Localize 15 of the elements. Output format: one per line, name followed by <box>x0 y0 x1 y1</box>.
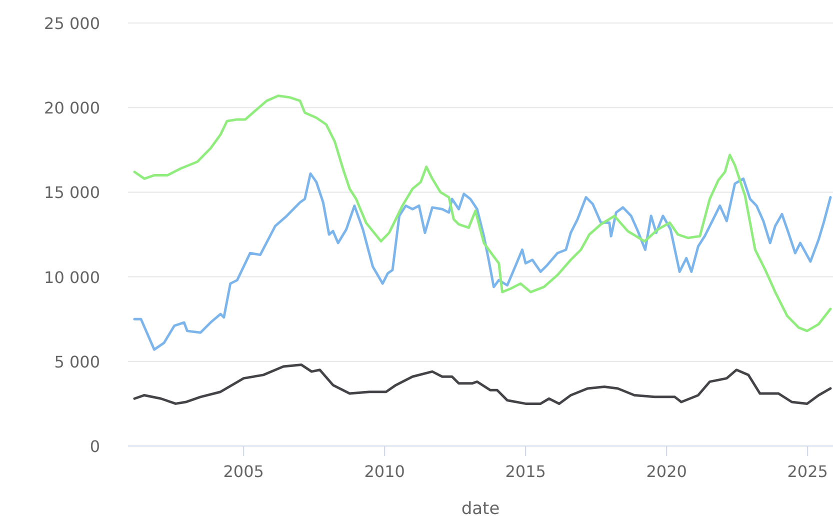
line-series <box>133 364 832 405</box>
x-tick-label: 2005 <box>223 462 264 481</box>
x-tick-label: 2010 <box>364 462 405 481</box>
line-series <box>133 172 832 351</box>
y-tick-label: 15 000 <box>44 183 100 202</box>
y-tick-label: 0 <box>90 437 100 456</box>
y-tick-label: 5 000 <box>54 352 100 372</box>
x-tick-label: 2020 <box>646 462 687 481</box>
x-tick-label: 2015 <box>505 462 546 481</box>
y-tick-label: 10 000 <box>44 268 100 287</box>
y-tick-label: 20 000 <box>44 98 100 118</box>
line-series <box>133 94 832 332</box>
y-tick-label: 25 000 <box>44 14 100 33</box>
x-axis-title: date <box>461 499 500 519</box>
x-tick-label: 2025 <box>787 462 828 481</box>
